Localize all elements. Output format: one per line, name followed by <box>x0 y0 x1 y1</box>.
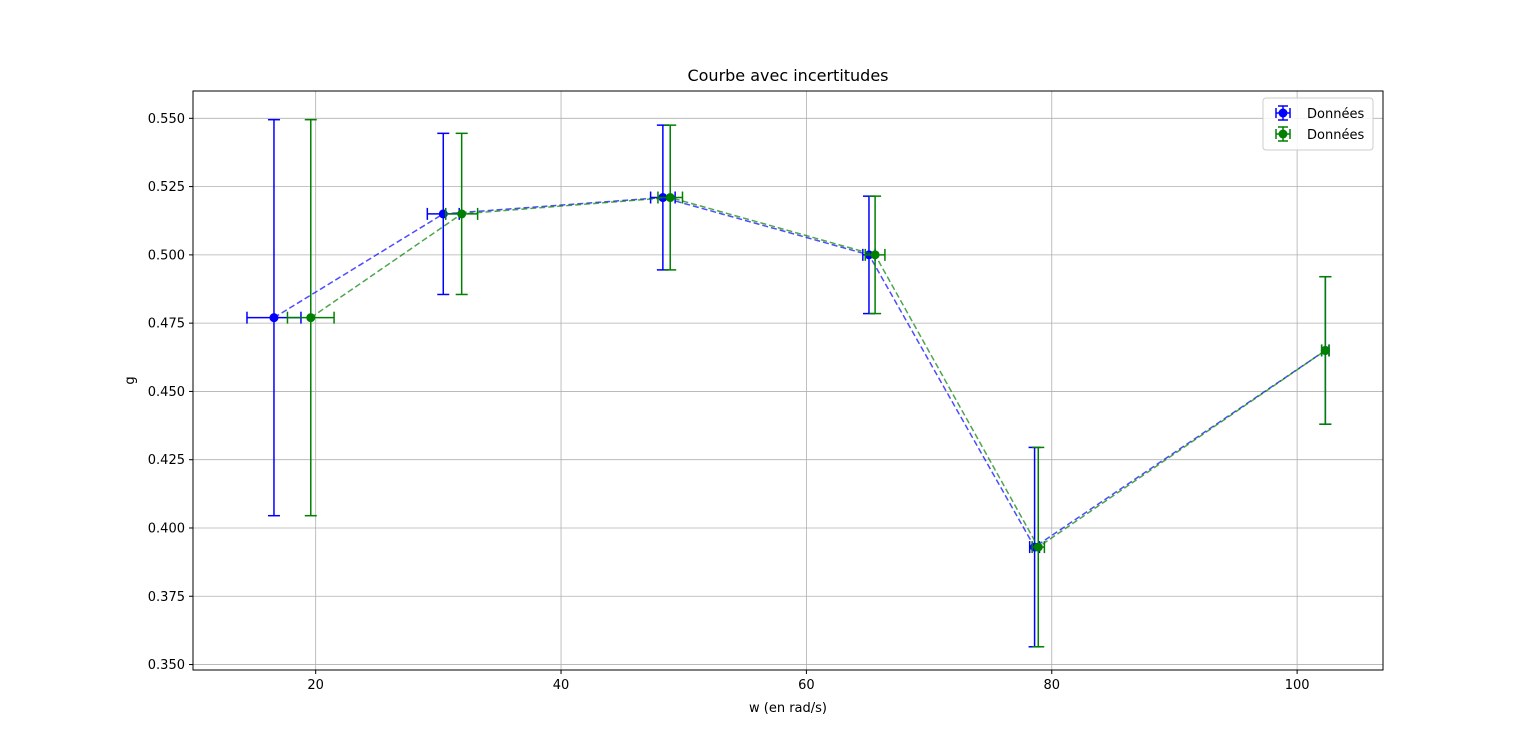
x-tick-label: 40 <box>553 678 570 693</box>
legend-marker-dot <box>1278 129 1288 139</box>
x-tick-label: 20 <box>307 678 324 693</box>
legend: Données Données <box>1262 97 1374 151</box>
y-tick-label: 0.400 <box>148 521 185 536</box>
legend-marker-dot <box>1278 108 1288 118</box>
series-layer <box>246 118 1332 648</box>
series-1 <box>286 118 1332 648</box>
y-tick-label: 0.550 <box>148 112 185 127</box>
y-tick-label: 0.475 <box>148 317 185 332</box>
y-tick-label: 0.525 <box>148 180 185 195</box>
legend-label: Données <box>1307 107 1364 122</box>
x-tick-label: 60 <box>798 678 815 693</box>
data-point <box>269 313 279 323</box>
plot-frame <box>192 90 1384 671</box>
series-line <box>310 196 1326 549</box>
data-point <box>1033 542 1043 552</box>
ticks: 20 40 60 80 100 0.350 0.375 0.400 0.425 0.450 0.47… <box>148 112 1310 693</box>
data-point <box>870 250 880 260</box>
x-tick-label: 80 <box>1043 678 1060 693</box>
x-tick-label: 100 <box>1285 678 1310 693</box>
grid <box>193 91 1383 670</box>
data-point <box>1320 345 1330 355</box>
series-0 <box>246 118 1332 648</box>
data-point <box>665 193 675 203</box>
series-line <box>273 196 1326 549</box>
data-point <box>457 209 467 219</box>
chart-title: Courbe avec incertitudes <box>687 66 888 85</box>
data-point <box>306 313 316 323</box>
y-tick-label: 0.375 <box>148 590 185 605</box>
y-axis-label: g <box>123 376 138 384</box>
legend-label: Données <box>1307 128 1364 143</box>
x-axis-label: w (en rad/s) <box>749 701 827 716</box>
y-tick-label: 0.500 <box>148 248 185 263</box>
y-tick-label: 0.350 <box>148 658 185 673</box>
y-tick-label: 0.425 <box>148 453 185 468</box>
y-tick-label: 0.450 <box>148 385 185 400</box>
